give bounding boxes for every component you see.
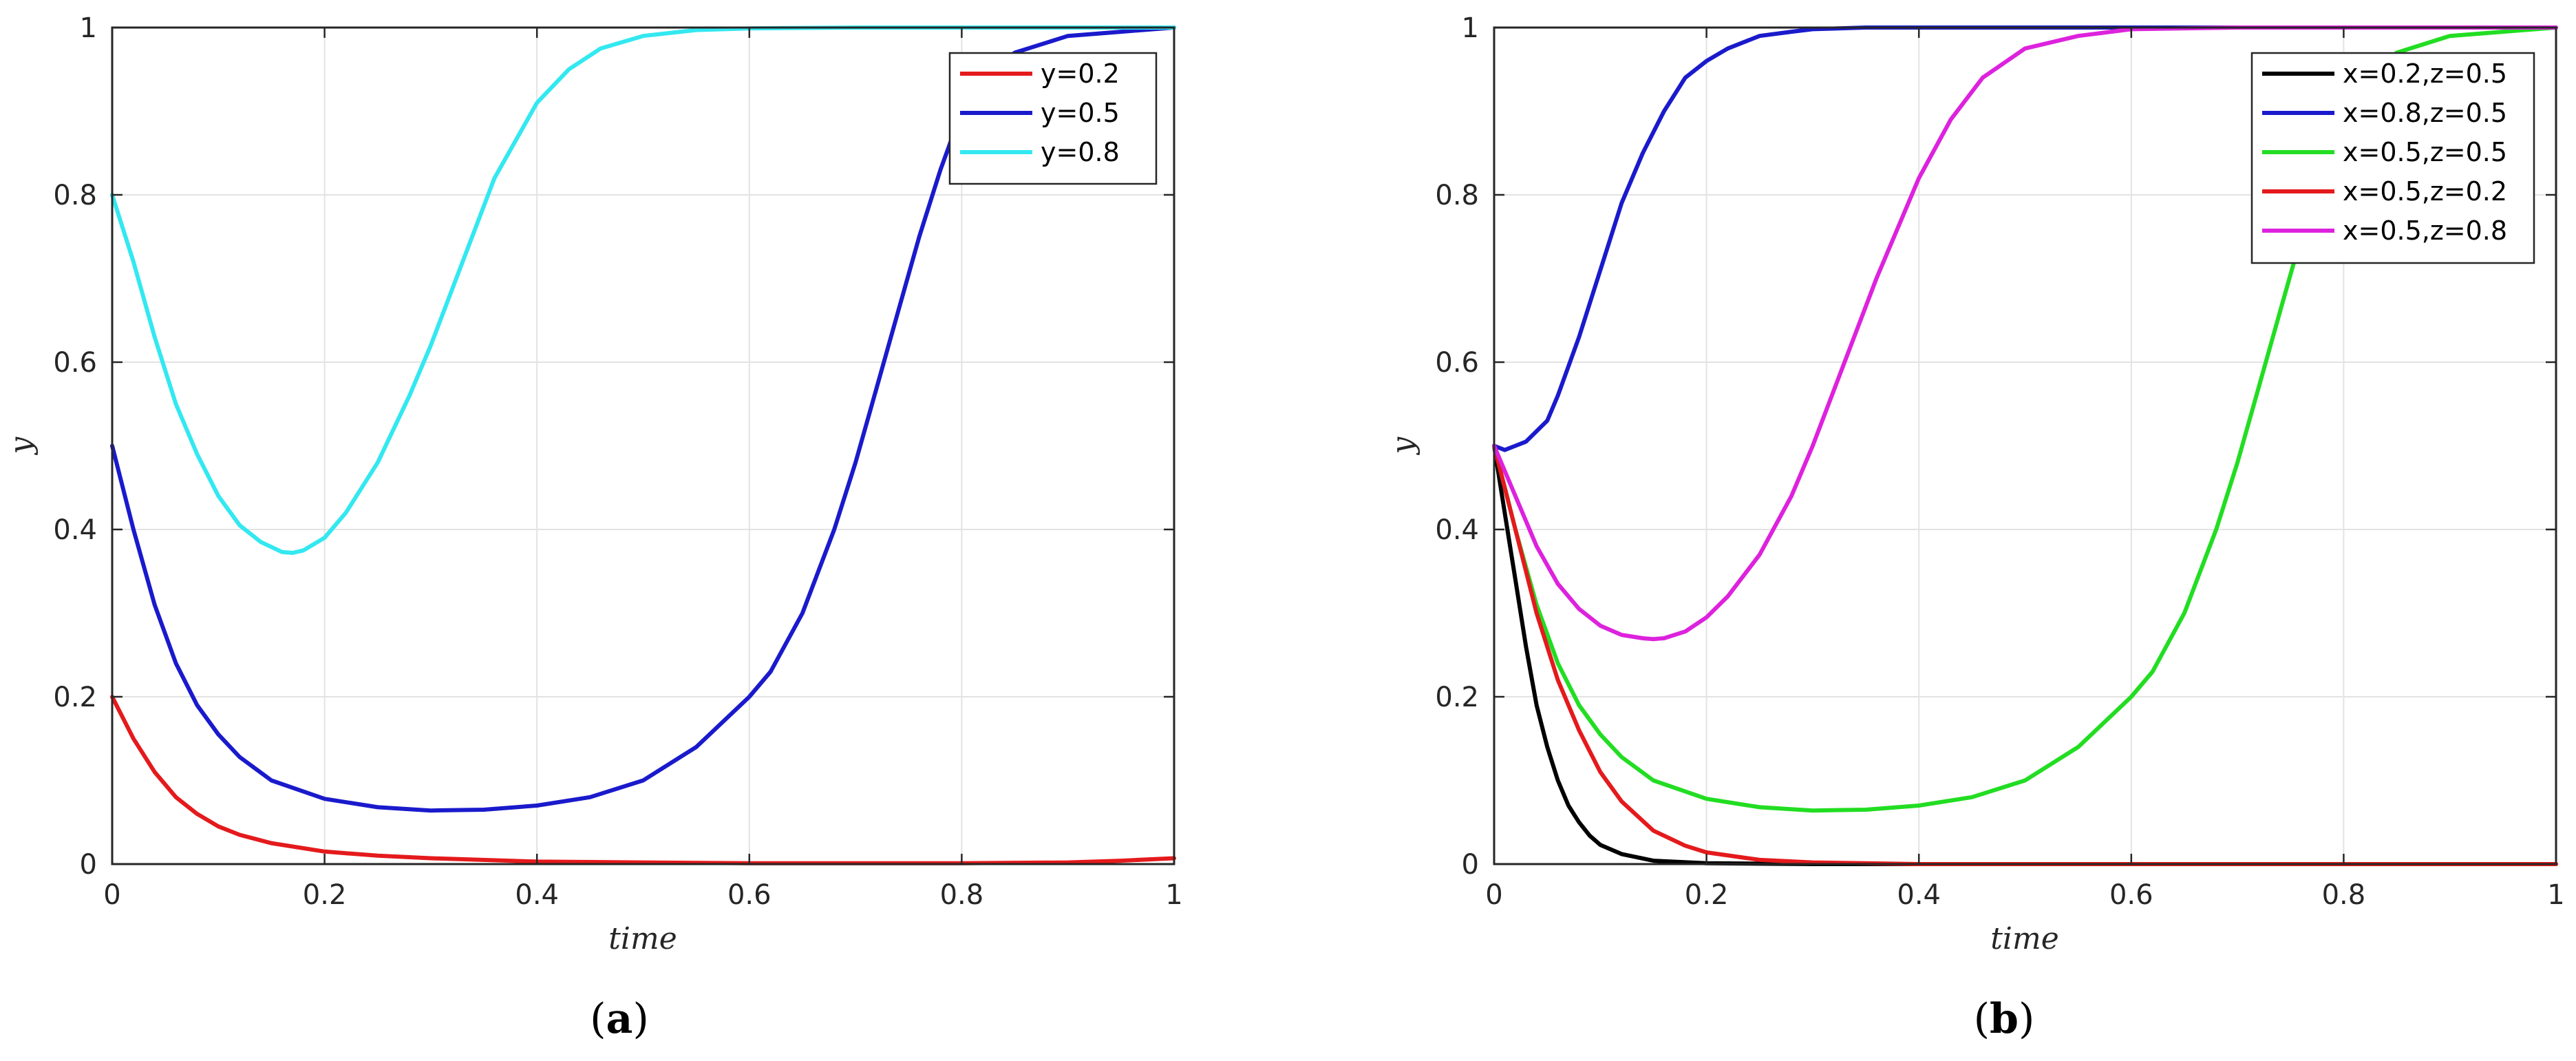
y-tick-label: 0.6 <box>1435 347 1479 379</box>
legend-label: x=0.5,z=0.2 <box>2343 176 2507 207</box>
legend-label: x=0.5,z=0.8 <box>2343 216 2507 246</box>
y-tick-label: 0 <box>80 849 97 881</box>
y-tick-label: 0.6 <box>53 347 97 379</box>
y-axis-label-a: y <box>3 436 39 455</box>
x-tick-label: 0 <box>1485 879 1502 911</box>
legend-label: x=0.8,z=0.5 <box>2343 98 2507 128</box>
y-axis-label-b: y <box>1385 436 1420 455</box>
x-tick-label: 0.2 <box>303 879 347 911</box>
y-tick-label: 0.8 <box>1435 180 1479 211</box>
x-tick-label: 0.8 <box>940 879 984 911</box>
x-tick-label: 0.4 <box>515 879 559 911</box>
x-axis-label-b: time <box>1990 921 2059 956</box>
y-tick-label: 0.2 <box>1435 682 1479 713</box>
axes-box-a <box>111 26 1175 865</box>
tick-labels-b: 0 0.2 0.4 0.6 0.8 1 0 0.2 0.4 0.6 0.8 1 <box>1435 12 2564 911</box>
chart-panel-a: 0 0.2 0.4 0.6 0.8 1 0 0.2 0.4 0.6 0.8 1 time y y=0.… <box>3 12 1183 1043</box>
legend-box-b <box>2250 52 2535 264</box>
y-tick-label: 0 <box>1462 849 1479 881</box>
x-tick-label: 0 <box>103 879 120 911</box>
legend-label: x=0.5,z=0.5 <box>2343 137 2507 167</box>
y-tick-label: 1 <box>1462 12 1479 44</box>
x-tick-label: 0.6 <box>2109 879 2153 911</box>
caption-letter-b: b <box>1990 995 2019 1043</box>
x-tick-label: 0.8 <box>2322 879 2366 911</box>
x-axis-label-a: time <box>608 921 677 956</box>
ticks-a <box>111 26 1175 865</box>
y-tick-label: 0.4 <box>1435 514 1479 546</box>
caption-b: (b) <box>1974 995 2035 1043</box>
legend-b: x=0.2,z=0.5 x=0.8,z=0.5 x=0.5,z=0.5 x=0.5,z… <box>2250 52 2535 264</box>
x-tick-label: 1 <box>2547 879 2564 911</box>
y-tick-label: 0.8 <box>53 180 97 211</box>
legend-label: y=0.5 <box>1041 98 1120 128</box>
x-tick-label: 0.4 <box>1897 879 1941 911</box>
caption-letter-a: a <box>606 995 633 1043</box>
series-line-y=0.8 <box>110 25 1176 555</box>
x-tick-label: 1 <box>1165 879 1182 911</box>
x-tick-label: 0.6 <box>727 879 771 911</box>
series-line-x=0.5,z=0.8 <box>1492 25 2558 642</box>
y-tick-label: 0.2 <box>53 682 97 713</box>
tick-labels-a: 0 0.2 0.4 0.6 0.8 1 0 0.2 0.4 0.6 0.8 1 <box>53 12 1182 911</box>
legend-a: y=0.2 y=0.5 y=0.8 <box>948 52 1158 185</box>
legend-label: y=0.8 <box>1041 137 1120 167</box>
legend-label: x=0.2,z=0.5 <box>2343 59 2507 89</box>
chart-panel-b: 0 0.2 0.4 0.6 0.8 1 0 0.2 0.4 0.6 0.8 1 time y x=0.… <box>1385 12 2565 1043</box>
legend-box-a <box>948 52 1158 185</box>
x-tick-label: 0.2 <box>1685 879 1729 911</box>
ticks-b <box>1493 26 2557 865</box>
y-tick-label: 1 <box>80 12 97 44</box>
y-tick-label: 0.4 <box>53 514 97 546</box>
legend-label: y=0.2 <box>1041 59 1120 89</box>
caption-a: (a) <box>590 995 649 1043</box>
axes-box-b <box>1493 26 2557 865</box>
